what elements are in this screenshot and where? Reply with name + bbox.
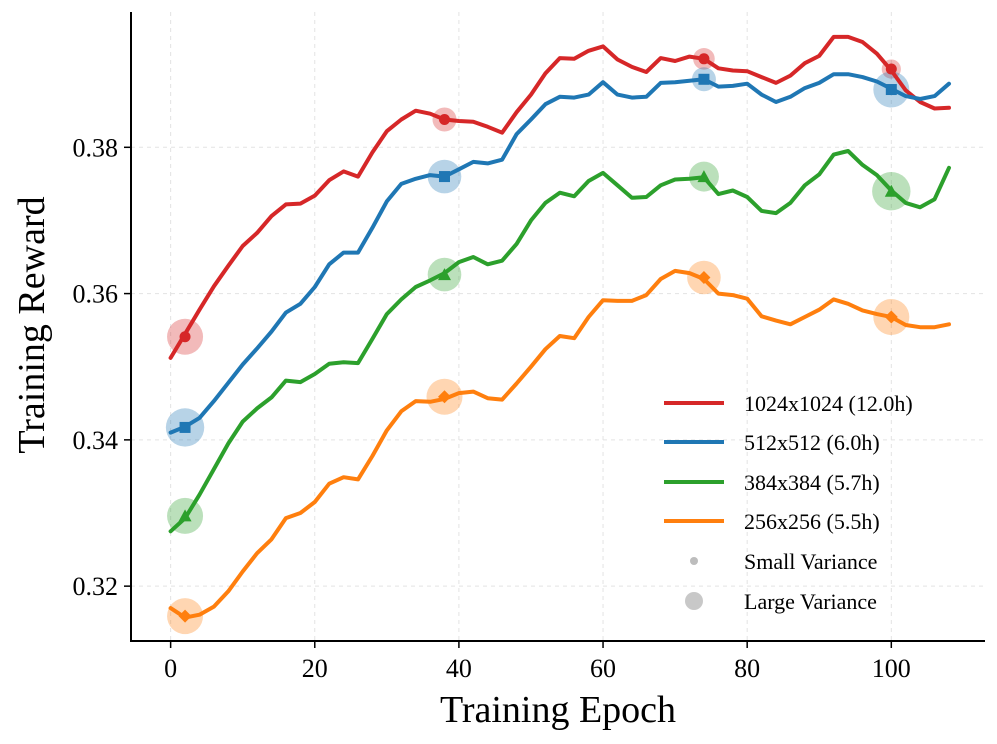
x-tick-label: 100 xyxy=(872,654,911,683)
legend-entry-small-variance: Small Variance xyxy=(690,549,877,574)
legend-entry-384: 384x384 (5.7h) xyxy=(664,470,880,495)
data-point-circle xyxy=(438,114,450,126)
small-variance-dot xyxy=(690,557,698,565)
data-point-diamond xyxy=(437,390,451,404)
series-line-2 xyxy=(168,149,951,534)
x-tick-label: 40 xyxy=(446,654,472,683)
legend-label-256: 256x256 (5.5h) xyxy=(744,509,880,534)
data-point-circle xyxy=(179,331,191,343)
x-tick-label: 60 xyxy=(590,654,616,683)
data-point-diamond xyxy=(697,270,711,284)
grid xyxy=(131,12,985,641)
legend-label-small-variance: Small Variance xyxy=(744,549,877,574)
legend-entry-1024: 1024x1024 (12.0h) xyxy=(664,391,913,416)
y-tick-label: 0.36 xyxy=(73,280,119,309)
data-point-square xyxy=(438,171,450,183)
legend-label-384: 384x384 (5.7h) xyxy=(744,470,880,495)
legend-entry-large-variance: Large Variance xyxy=(685,589,877,614)
y-axis-title: Training Reward xyxy=(11,196,53,453)
series-line-3 xyxy=(168,268,951,620)
x-tick-label: 80 xyxy=(734,654,760,683)
y-tick-label: 0.38 xyxy=(73,133,119,162)
large-variance-dot xyxy=(685,592,703,610)
data-point-triangle xyxy=(884,184,898,197)
data-point-circle xyxy=(698,53,710,65)
y-ticks: 0.32 0.34 0.36 0.38 xyxy=(73,133,131,601)
y-tick-label: 0.34 xyxy=(73,426,119,455)
data-point-square xyxy=(698,73,710,85)
series-markers xyxy=(178,53,898,623)
data-point-triangle xyxy=(178,509,192,522)
data-point-square xyxy=(179,421,191,433)
y-tick-label: 0.32 xyxy=(73,572,119,601)
x-tick-label: 0 xyxy=(164,654,177,683)
data-point-diamond xyxy=(884,310,898,324)
series-line-1 xyxy=(168,72,951,435)
data-point-triangle xyxy=(697,170,711,183)
x-axis-title: Training Epoch xyxy=(440,689,676,731)
legend-entry-512: 512x512 (6.0h) xyxy=(664,430,880,455)
legend: 1024x1024 (12.0h) 512x512 (6.0h) 384x384… xyxy=(664,391,913,614)
data-point-diamond xyxy=(178,609,192,623)
data-point-square xyxy=(885,84,897,96)
series-line-0 xyxy=(168,34,951,360)
legend-label-512: 512x512 (6.0h) xyxy=(744,430,880,455)
data-point-circle xyxy=(885,63,897,75)
series-lines xyxy=(168,34,951,620)
legend-label-large-variance: Large Variance xyxy=(744,589,877,614)
legend-entry-256: 256x256 (5.5h) xyxy=(664,509,880,534)
data-point-triangle xyxy=(437,268,451,281)
x-tick-label: 20 xyxy=(302,654,328,683)
variance-halos xyxy=(165,48,911,635)
legend-label-1024: 1024x1024 (12.0h) xyxy=(744,391,913,416)
x-ticks: 0 20 40 60 80 100 xyxy=(164,641,911,683)
